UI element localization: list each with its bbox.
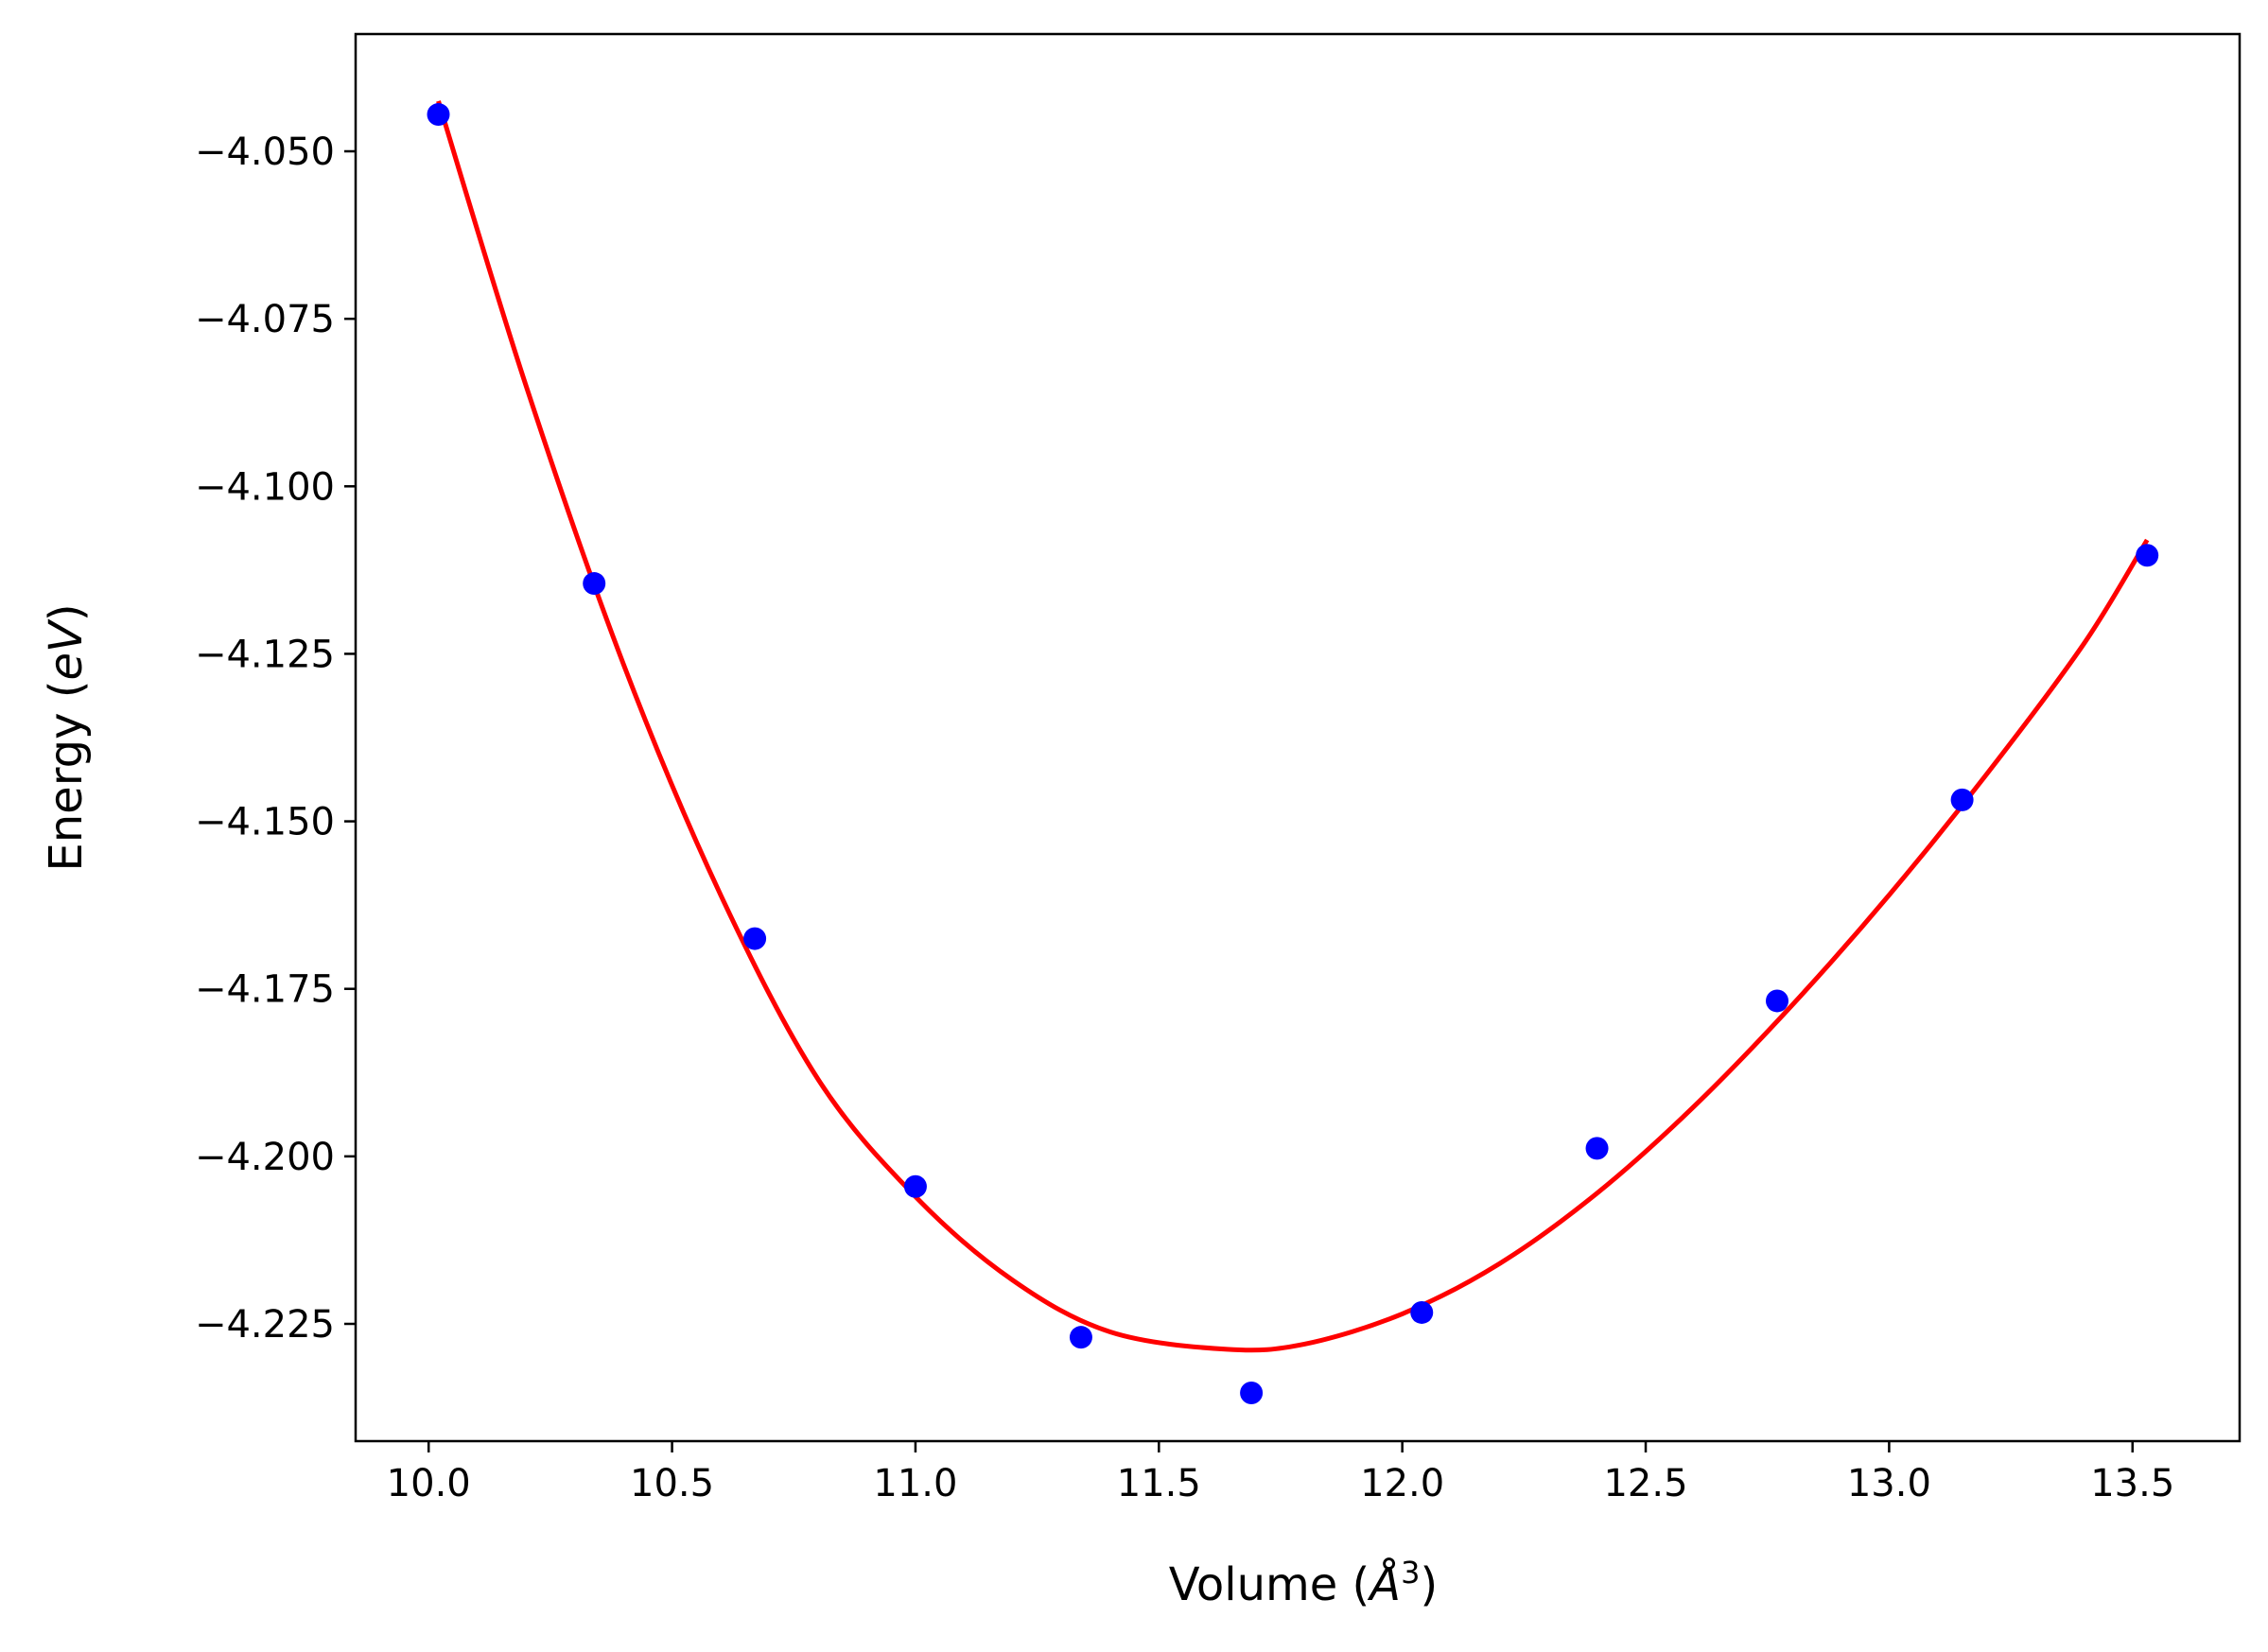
y-tick-label: −4.175 (195, 968, 335, 1012)
y-axis-label: Energy (eV) (40, 603, 93, 871)
y-tick-label: −4.150 (195, 801, 335, 844)
data-point (1585, 1137, 1609, 1160)
y-tick-label: −4.050 (195, 130, 335, 174)
fit-curve (436, 100, 2150, 1353)
data-point (2136, 544, 2159, 567)
y-tick-label: −4.125 (195, 633, 335, 676)
data-point (583, 572, 606, 596)
data-point (1766, 989, 1789, 1013)
data-point (427, 103, 450, 127)
data-point (743, 927, 767, 950)
x-tick-label: 12.0 (1360, 1462, 1444, 1505)
x-tick-label: 11.5 (1117, 1462, 1201, 1505)
y-tick-label: −4.100 (195, 465, 335, 509)
data-point (1069, 1326, 1092, 1349)
data-point (1410, 1300, 1434, 1324)
y-tick-label: −4.075 (195, 298, 335, 341)
axes-frame (354, 32, 2242, 1443)
x-tick-label: 12.5 (1603, 1462, 1687, 1505)
plot-area (427, 100, 2159, 1404)
x-tick-label: 10.5 (630, 1462, 714, 1505)
data-point (1240, 1381, 1264, 1404)
x-tick-label: 13.0 (1847, 1462, 1931, 1505)
x-tick-label: 11.0 (873, 1462, 957, 1505)
axes: 10.0 10.5 11.0 11.5 12.0 12.5 13.0 13.5 −4.050 −4… (195, 32, 2242, 1505)
x-axis-label: Volume (Å3) (1169, 1555, 1438, 1611)
y-tick-label: −4.225 (195, 1303, 335, 1347)
x-tick-label: 10.0 (387, 1462, 471, 1505)
x-tick-label: 13.5 (2090, 1462, 2174, 1505)
data-point (1950, 788, 1974, 811)
data-point (903, 1174, 927, 1198)
y-tick-label: −4.200 (195, 1136, 335, 1179)
